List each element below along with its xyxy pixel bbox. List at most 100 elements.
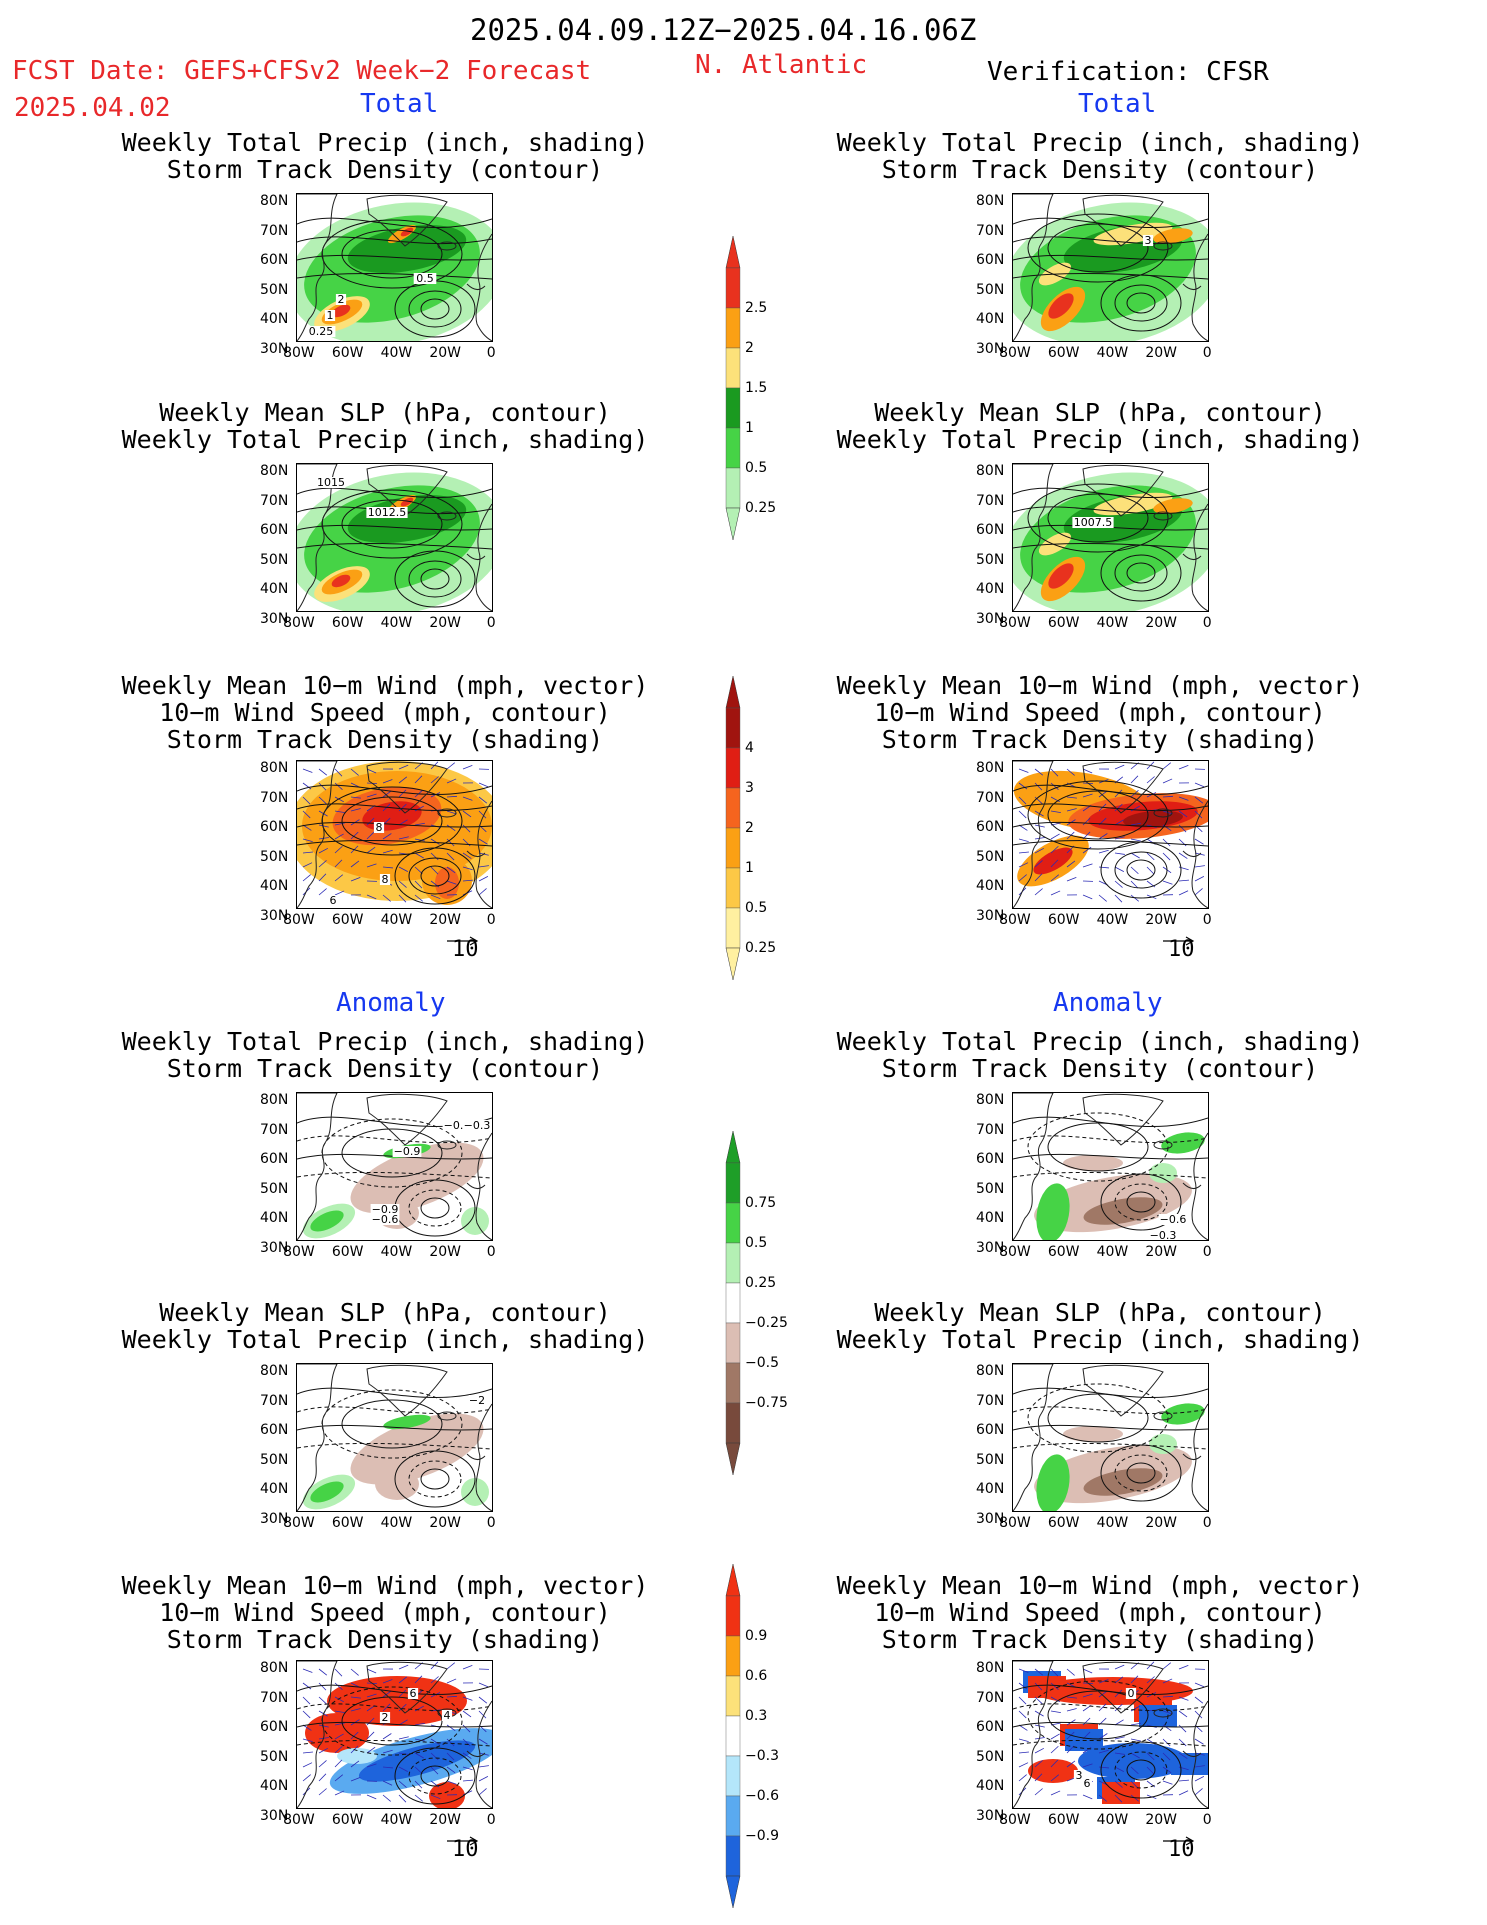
panel-title-1: Weekly Total Precip (inch, shading) Storm…: [750, 129, 1450, 183]
lon-tick-label: 40W: [1096, 1515, 1129, 1531]
lat-tick-label: 80N: [976, 1660, 1005, 1676]
map-canvas: 6 2 4: [297, 1661, 492, 1808]
lat-tick-label: 30N: [976, 610, 1005, 627]
map-panel-3: 1007.5: [1012, 463, 1209, 612]
lon-tick-label: 40W: [1096, 615, 1129, 631]
lon-tick-label: 20W: [1145, 615, 1178, 631]
lat-tick-label: 30N: [976, 907, 1005, 924]
contour-label: 0: [1128, 1687, 1135, 1700]
section-anomaly-obs: Anomaly: [1053, 988, 1163, 1018]
lat-tick-label: 50N: [260, 1180, 289, 1197]
colorbar-label: −0.25: [745, 1315, 788, 1331]
lon-tick-label: 80W: [999, 1244, 1031, 1260]
contour-label: −0.6: [372, 1213, 399, 1226]
panel-title-line-2: Storm Track Density (shading): [166, 725, 604, 754]
lat-tick-label: 80N: [260, 1092, 289, 1108]
lat-tick-label: 60N: [976, 1422, 1005, 1438]
colorbar-swatch: [725, 267, 741, 309]
panel-title-line-0: Weekly Total Precip (inch, shading): [121, 1027, 649, 1056]
contour-label: 1012.5: [368, 506, 407, 519]
colorbar-label: 1.5: [745, 380, 768, 396]
lon-tick-label: 40W: [380, 1515, 413, 1531]
colorbar-swatch: [725, 1755, 741, 1797]
panel-title-line-0: Weekly Total Precip (inch, shading): [121, 128, 649, 157]
vector-reference: 10: [1162, 1827, 1196, 1862]
panel-title-line-2: Storm Track Density (shading): [881, 725, 1319, 754]
panel-title-7: Weekly Total Precip (inch, shading) Storm…: [750, 1028, 1450, 1082]
map-panel-1: 3: [1012, 193, 1209, 342]
lon-tick-label: 20W: [429, 345, 462, 361]
lat-tick-label: 70N: [976, 1392, 1005, 1409]
section-anomaly-fcst: Anomaly: [336, 988, 446, 1018]
colorbar-swatch: [725, 1402, 741, 1444]
panel-title-line-0: Weekly Mean 10−m Wind (mph, vector): [836, 671, 1364, 700]
lat-tick-label: 70N: [260, 1689, 289, 1706]
vector-reference: 10: [446, 1827, 480, 1862]
panel-title-line-0: Weekly Mean 10−m Wind (mph, vector): [121, 1571, 649, 1600]
colorbar-label: 2.5: [745, 300, 768, 316]
lat-tick-label: 80N: [260, 760, 289, 776]
fcst-date-label: FCST Date: GEFS+CFSv2 Week−2 Forecast: [12, 58, 591, 84]
colorbar-swatch: [725, 787, 741, 829]
colorbar-swatch: [725, 307, 741, 349]
lon-tick-label: 80W: [283, 1515, 315, 1531]
vector-reference: 10: [446, 927, 480, 962]
lon-tick-label: 20W: [1145, 345, 1178, 361]
panel-title-line-0: Weekly Mean SLP (hPa, contour): [159, 1298, 611, 1327]
lat-tick-label: 30N: [260, 907, 289, 924]
map-canvas: 3: [1013, 194, 1208, 341]
lon-tick-label: 80W: [999, 1515, 1031, 1531]
colorbar-swatch: [725, 1282, 741, 1324]
map-canvas: −0.6 −0.3: [1013, 1093, 1208, 1240]
panel-title-line-0: Weekly Total Precip (inch, shading): [836, 1027, 1364, 1056]
colorbar-swatch: [725, 1242, 741, 1284]
panel-title-line-1: Weekly Total Precip (inch, shading): [121, 425, 649, 454]
lat-tick-label: 70N: [976, 789, 1005, 806]
colorbar-label: −0.5: [745, 1355, 779, 1371]
contour-label: 0.25: [309, 325, 334, 338]
lon-tick-label: 20W: [1145, 1515, 1178, 1531]
lon-tick-label: 80W: [283, 615, 315, 631]
panel-title-line-2: Storm Track Density (shading): [166, 1625, 604, 1654]
lat-tick-label: 60N: [976, 252, 1005, 268]
lat-tick-label: 60N: [260, 1422, 289, 1438]
lon-tick-label: 40W: [380, 912, 413, 928]
contour-label: 6: [410, 1687, 417, 1700]
contour-label: −0.9: [394, 1145, 421, 1158]
colorbar-label: 0.5: [745, 460, 768, 476]
lat-tick-label: 60N: [260, 1151, 289, 1167]
lon-tick-label: 80W: [283, 1812, 315, 1828]
contour-label: 1: [327, 309, 334, 322]
colorbar-swatch: [725, 707, 741, 749]
colorbar-swatch: [725, 1322, 741, 1364]
colorbar-swatch: [725, 427, 741, 469]
lat-tick-label: 30N: [976, 1807, 1005, 1824]
colorbar-swatch: [725, 467, 741, 509]
lat-tick-label: 80N: [260, 1660, 289, 1676]
lat-tick-label: 50N: [976, 1748, 1005, 1765]
lat-tick-label: 60N: [976, 522, 1005, 538]
colorbar-swatch: [725, 747, 741, 789]
lon-tick-label: 40W: [380, 615, 413, 631]
lat-tick-label: 40N: [260, 1210, 289, 1226]
lat-tick-label: 60N: [260, 252, 289, 268]
map-panel-4: 8 8 6: [296, 760, 493, 909]
map-canvas: 1007.5: [1013, 464, 1208, 611]
lat-tick-label: 60N: [260, 1719, 289, 1735]
map-canvas: −0.6−0.3−0.9−0.9−0.6: [297, 1093, 492, 1240]
fcst-date-value: 2025.04.02: [14, 93, 171, 123]
colorbar-label: 1: [745, 860, 754, 876]
lon-tick-label: 0: [486, 615, 496, 631]
lat-tick-label: 50N: [976, 1180, 1005, 1197]
lat-tick-label: 60N: [260, 522, 289, 538]
lat-tick-label: 40N: [976, 1778, 1005, 1794]
panel-title-line-1: 10−m Wind Speed (mph, contour): [874, 698, 1326, 727]
region-label: N. Atlantic: [695, 50, 868, 80]
vector-reference: 10: [1162, 927, 1196, 962]
colorbar-swatch: [725, 827, 741, 869]
lon-tick-label: 60W: [1047, 615, 1080, 631]
panel-title-6: Weekly Total Precip (inch, shading) Storm…: [35, 1028, 735, 1082]
lat-tick-label: 40N: [976, 311, 1005, 327]
verification-label: Verification: CFSR: [987, 57, 1269, 87]
colorbar-label: −0.3: [745, 1748, 779, 1764]
